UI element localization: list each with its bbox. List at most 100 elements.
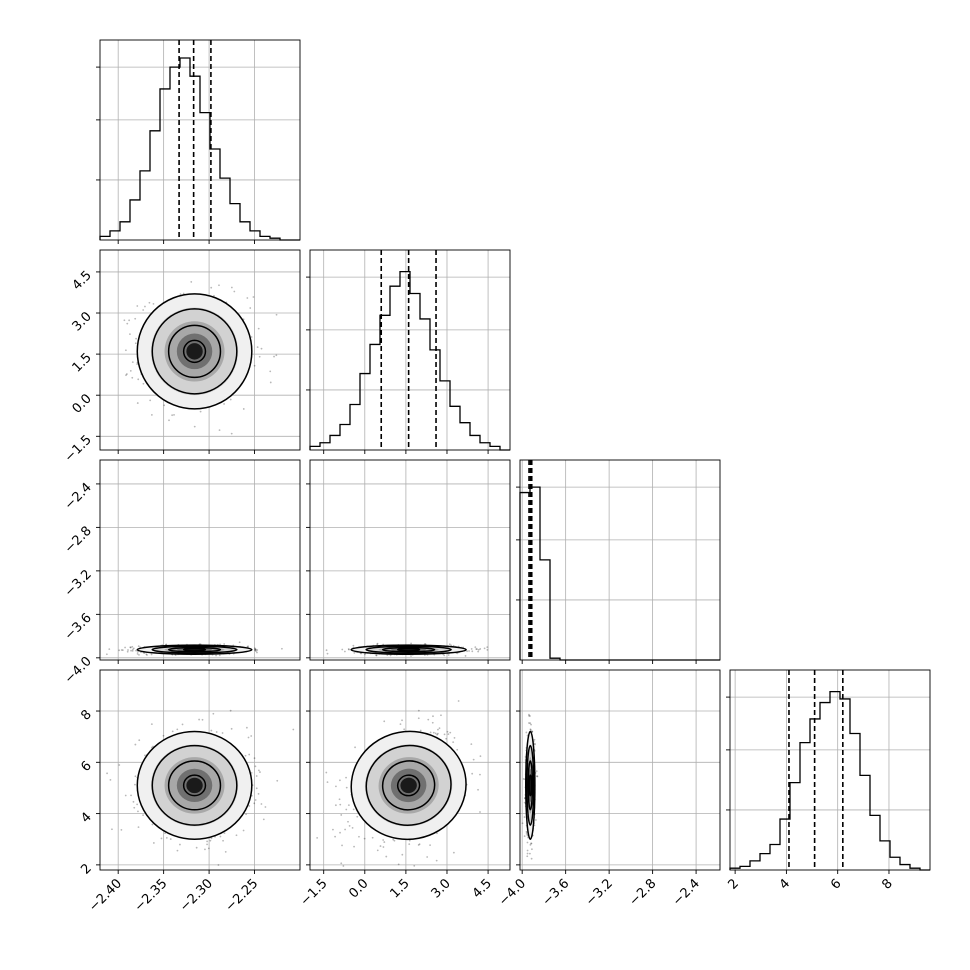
- scatter-point: [253, 647, 256, 650]
- scatter-point: [529, 722, 532, 725]
- scatter-point: [269, 381, 272, 384]
- scatter-point: [218, 429, 221, 432]
- scatter-point: [254, 648, 257, 650]
- scatter-point: [525, 833, 528, 835]
- scatter-point: [352, 644, 355, 647]
- scatter-point: [129, 333, 131, 336]
- scatter-point: [417, 717, 420, 720]
- scatter-point: [531, 730, 533, 733]
- hist-panel-2: [516, 459, 721, 664]
- scatter-point: [525, 830, 528, 833]
- contour-line: [182, 774, 207, 797]
- scatter-point: [247, 736, 250, 739]
- scatter-point: [131, 645, 134, 648]
- scatter-point: [137, 378, 140, 381]
- scatter-point: [229, 398, 232, 401]
- contour-line: [167, 646, 222, 653]
- scatter-point: [165, 643, 168, 646]
- scatter-panel-1-0: [96, 249, 301, 454]
- scatter-point: [440, 714, 442, 717]
- y-tick-label: −3.2: [62, 567, 95, 600]
- scatter-point: [150, 653, 153, 656]
- scatter-point: [138, 739, 141, 742]
- x-tick-label: −2.8: [627, 876, 660, 909]
- contour-line: [365, 744, 452, 826]
- scatter-point: [262, 818, 265, 821]
- scatter-point: [162, 734, 165, 737]
- y-tick-label: −2.4: [62, 480, 95, 513]
- scatter-point: [254, 650, 257, 652]
- scatter-point: [250, 735, 253, 737]
- scatter-point: [108, 648, 111, 651]
- scatter-point: [223, 643, 226, 645]
- scatter-point: [255, 787, 258, 790]
- scatter-point: [339, 803, 342, 806]
- scatter-point: [247, 645, 249, 648]
- scatter-point: [434, 732, 437, 735]
- scatter-point: [109, 779, 112, 781]
- scatter-point: [151, 823, 154, 826]
- scatter-point: [525, 731, 528, 734]
- x-tick-label: −3.6: [540, 876, 573, 909]
- scatter-point: [223, 832, 226, 835]
- y-tick-label: 8: [78, 707, 94, 723]
- scatter-point: [253, 757, 256, 760]
- x-tick-label: 6: [828, 876, 844, 892]
- scatter-point: [171, 414, 174, 417]
- scatter-point: [120, 828, 123, 831]
- scatter-point: [536, 775, 539, 778]
- scatter-point: [256, 346, 259, 349]
- scatter-point: [135, 337, 138, 340]
- scatter-point: [526, 849, 529, 852]
- scatter-point: [131, 361, 134, 364]
- scatter-point: [339, 779, 341, 782]
- scatter-point: [210, 729, 213, 732]
- scatter-point: [534, 743, 536, 746]
- contour-line: [525, 730, 536, 840]
- x-tick-label: −2.35: [132, 876, 171, 915]
- scatter-point: [152, 842, 155, 844]
- contour-line: [365, 645, 452, 654]
- scatter-point: [179, 843, 181, 846]
- x-tick-label: −1.5: [298, 876, 331, 909]
- scatter-point: [424, 643, 427, 645]
- scatter-point: [529, 728, 532, 731]
- scatter-point: [136, 803, 139, 806]
- scatter-point: [144, 305, 146, 308]
- scatter-point: [470, 743, 473, 745]
- scatter-point: [260, 803, 263, 805]
- density-level: [400, 777, 417, 794]
- scatter-point: [410, 642, 412, 645]
- scatter-point: [168, 419, 170, 422]
- scatter-point: [195, 846, 198, 849]
- scatter-point: [475, 648, 478, 650]
- scatter-point: [198, 718, 201, 721]
- scatter-point: [483, 647, 486, 650]
- scatter-point: [356, 815, 359, 818]
- scatter-point: [418, 843, 421, 846]
- scatter-point: [426, 856, 429, 858]
- scatter-point: [142, 814, 144, 817]
- scatter-point: [257, 327, 260, 330]
- scatter-point: [258, 355, 261, 358]
- x-tick-label: 0.0: [346, 876, 371, 901]
- scatter-point: [137, 826, 140, 828]
- scatter-point: [254, 799, 257, 801]
- scatter-point: [354, 746, 356, 749]
- scatter-point: [136, 402, 139, 404]
- scatter-point: [449, 731, 452, 734]
- scatter-point: [338, 798, 341, 801]
- scatter-point: [111, 828, 113, 831]
- scatter-point: [447, 733, 450, 736]
- scatter-point: [248, 805, 251, 807]
- contour-line: [528, 774, 533, 797]
- scatter-point: [339, 831, 341, 834]
- scatter-point: [135, 649, 137, 652]
- scatter-point: [222, 839, 224, 842]
- hist-panel-0: [96, 39, 301, 244]
- scatter-point: [342, 865, 345, 867]
- x-tick-label: 8: [879, 876, 895, 892]
- scatter-point: [528, 714, 530, 717]
- scatter-point: [523, 816, 526, 818]
- scatter-point: [182, 292, 185, 295]
